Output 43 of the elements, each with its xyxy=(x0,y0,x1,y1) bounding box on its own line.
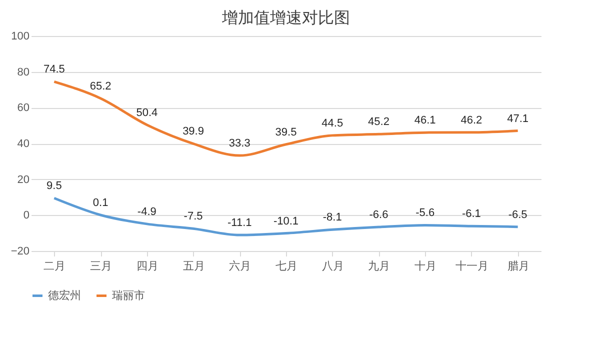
x-tick-label: 十月 xyxy=(414,260,437,272)
y-tick-label: 60 xyxy=(17,102,30,114)
data-label: -8.1 xyxy=(322,212,342,224)
data-label: 39.5 xyxy=(275,126,297,138)
x-tick-label: 六月 xyxy=(229,260,252,272)
x-tick-label: 九月 xyxy=(368,260,390,272)
data-label: 46.2 xyxy=(460,114,482,126)
x-tick-label: 三月 xyxy=(90,260,112,272)
x-tick-label: 腊月 xyxy=(507,260,530,272)
x-tick-label: 四月 xyxy=(136,260,158,272)
data-label: 0.1 xyxy=(92,196,108,209)
data-label: 47.1 xyxy=(507,112,529,125)
y-tick-label: 40 xyxy=(17,138,30,150)
data-label: -7.5 xyxy=(184,210,203,223)
x-tick-label: 八月 xyxy=(322,260,344,272)
legend-label: 瑞丽市 xyxy=(112,288,145,302)
y-tick-label: 20 xyxy=(17,174,30,186)
x-tick-label: 七月 xyxy=(276,260,298,272)
data-label: -6.6 xyxy=(369,208,388,221)
y-tick-label: −20 xyxy=(10,246,30,258)
data-label: -10.1 xyxy=(273,215,299,228)
data-label: 9.5 xyxy=(46,180,62,192)
data-label: -11.1 xyxy=(228,217,252,230)
x-tick-label: 二月 xyxy=(44,260,66,272)
y-tick-label: 0 xyxy=(23,210,30,222)
data-label: 65.2 xyxy=(90,80,112,92)
data-label: -5.6 xyxy=(416,207,435,220)
data-label: -6.1 xyxy=(462,208,481,220)
data-label: 33.3 xyxy=(228,138,250,150)
data-label: 44.5 xyxy=(322,117,344,130)
data-label: 74.5 xyxy=(43,64,65,76)
y-tick-label: 100 xyxy=(11,30,30,42)
data-label: 50.4 xyxy=(136,106,158,119)
x-tick-label: 五月 xyxy=(182,260,205,272)
data-label: -4.9 xyxy=(137,206,156,218)
data-label: 45.2 xyxy=(368,116,390,128)
data-label: 46.1 xyxy=(414,114,436,127)
y-tick-label: 80 xyxy=(17,66,30,78)
x-tick-label: 十一月 xyxy=(455,260,488,272)
data-label: -6.5 xyxy=(508,208,528,221)
data-label: 39.9 xyxy=(182,126,204,138)
chart-title: 增加值增速对比图 xyxy=(221,8,350,27)
legend-label: 德宏州 xyxy=(48,288,81,302)
